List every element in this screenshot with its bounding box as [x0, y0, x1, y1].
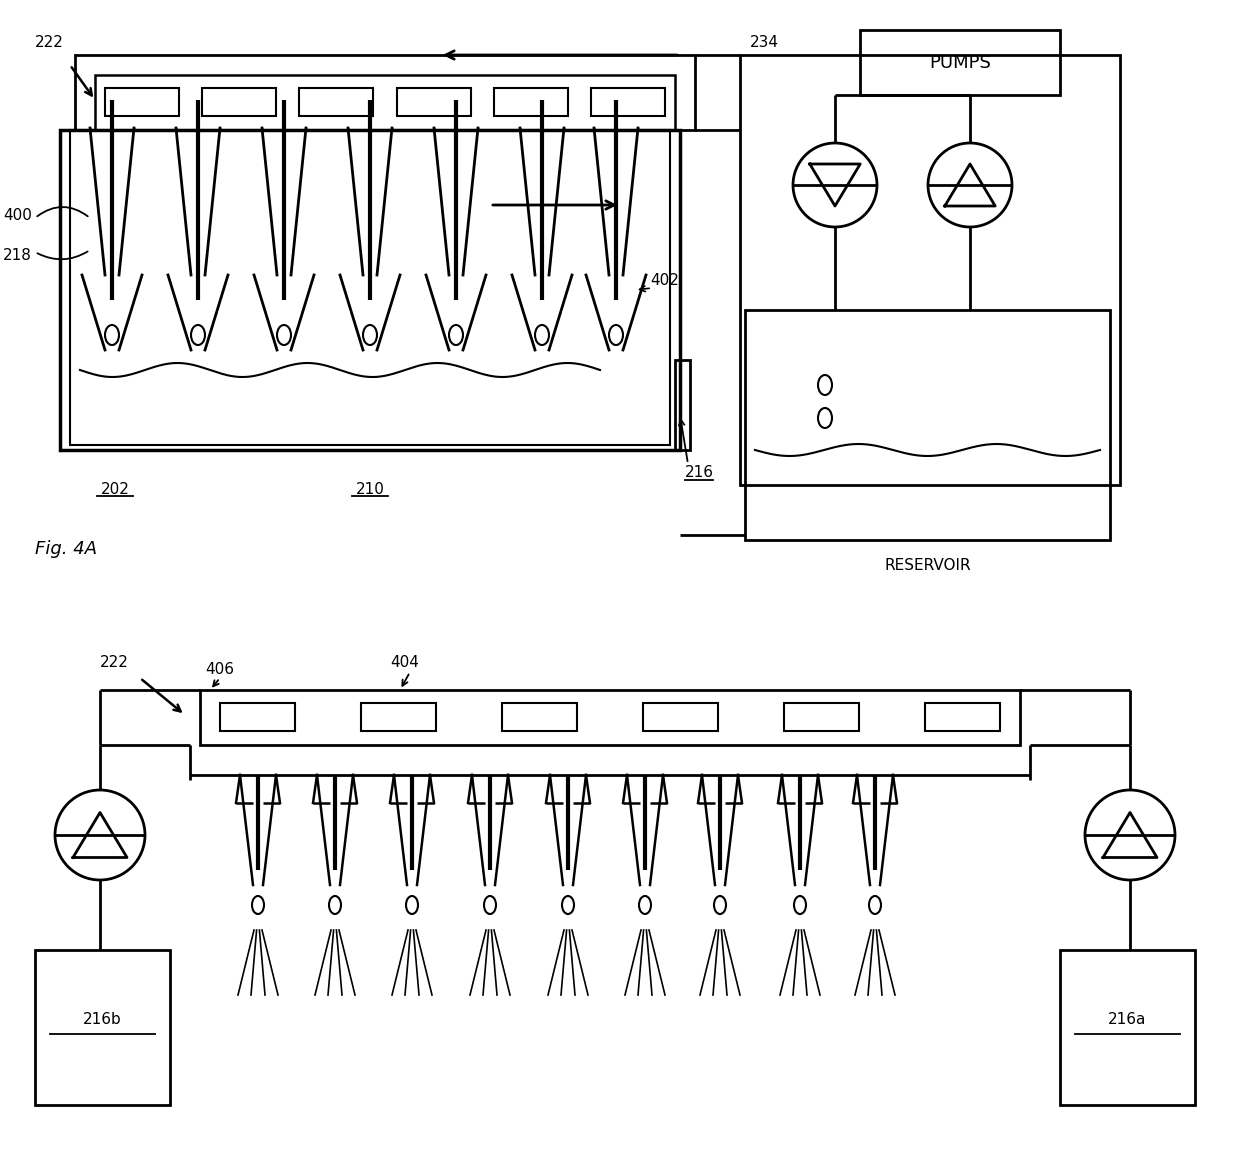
Bar: [74, 55, 694, 130]
Bar: [69, 130, 670, 445]
Bar: [740, 55, 1120, 485]
Bar: [361, 703, 436, 731]
Text: 402: 402: [650, 273, 678, 288]
Bar: [200, 689, 1021, 745]
Text: 400: 400: [4, 207, 32, 222]
Text: 404: 404: [391, 655, 419, 670]
Text: 216b: 216b: [83, 1012, 122, 1027]
Text: 234: 234: [750, 35, 779, 49]
Text: 202: 202: [100, 482, 129, 497]
Text: RESERVOIR: RESERVOIR: [884, 558, 971, 573]
Text: 222: 222: [35, 35, 64, 49]
Text: 218: 218: [4, 247, 32, 262]
Bar: [105, 87, 179, 116]
Bar: [397, 87, 471, 116]
Text: 210: 210: [356, 482, 384, 497]
Bar: [502, 703, 577, 731]
Bar: [60, 130, 680, 450]
Bar: [675, 360, 689, 450]
Bar: [925, 703, 999, 731]
Bar: [644, 703, 718, 731]
Bar: [35, 950, 170, 1105]
Bar: [219, 703, 295, 731]
Text: 216: 216: [684, 465, 714, 480]
Text: 216a: 216a: [1109, 1012, 1147, 1027]
Bar: [494, 87, 568, 116]
Bar: [861, 30, 1060, 96]
Bar: [591, 87, 665, 116]
Text: Fig. 4A: Fig. 4A: [35, 540, 97, 558]
Bar: [299, 87, 373, 116]
Bar: [202, 87, 277, 116]
Bar: [1060, 950, 1195, 1105]
Bar: [95, 75, 675, 130]
Bar: [745, 310, 1110, 540]
Text: PUMPS: PUMPS: [929, 53, 991, 71]
Text: 222: 222: [100, 655, 129, 670]
Text: 406: 406: [205, 662, 234, 677]
Bar: [784, 703, 859, 731]
